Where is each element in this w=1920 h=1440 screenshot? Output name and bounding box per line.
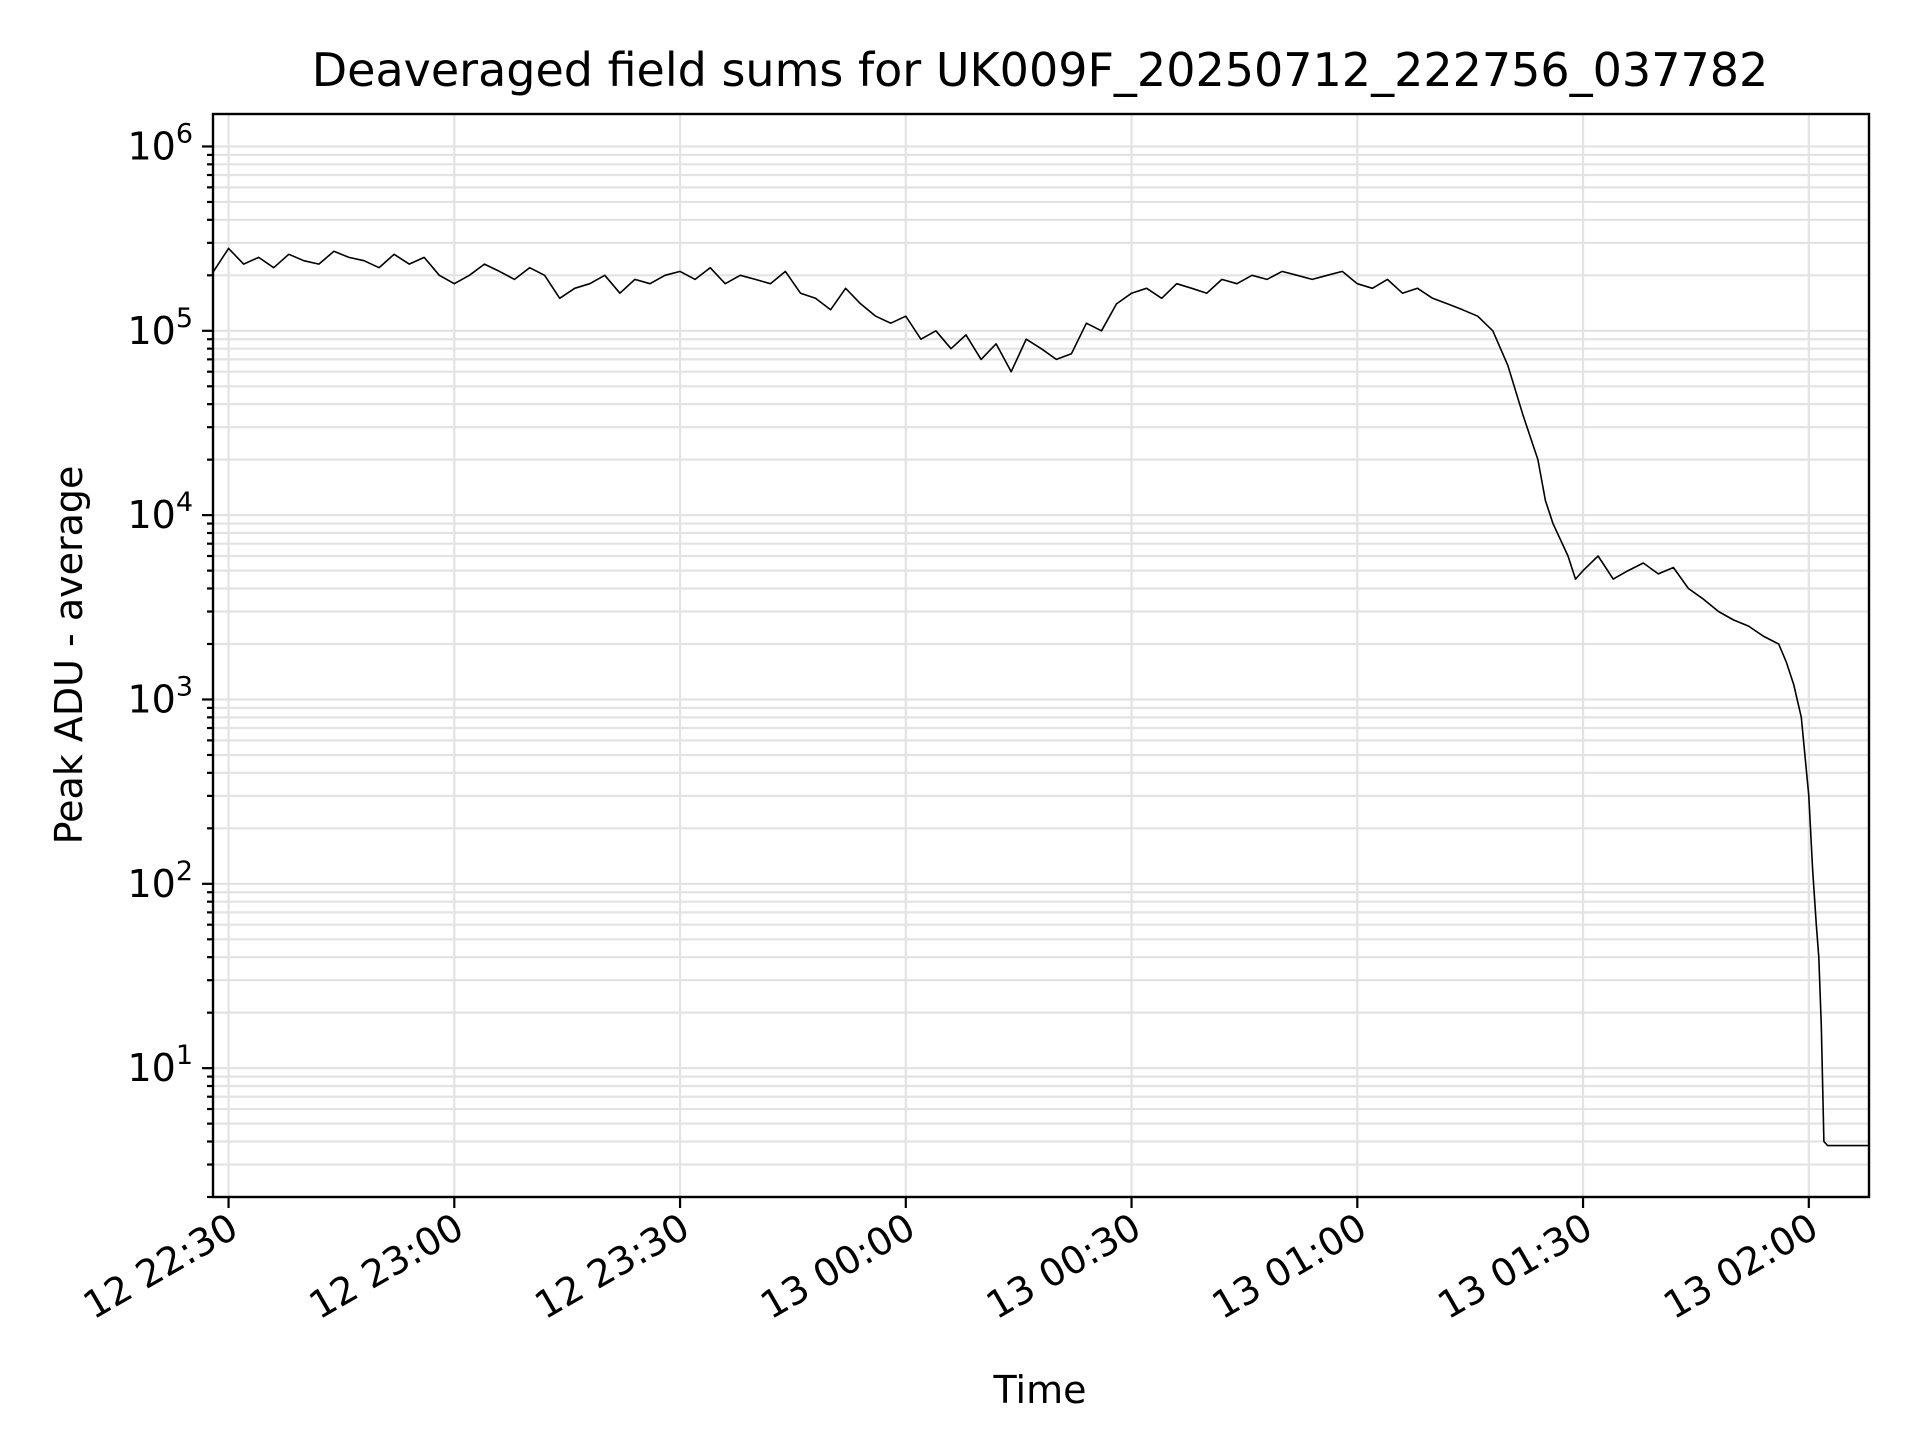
y-tick-label: 104 [127, 487, 193, 537]
y-tick-label: 101 [127, 1040, 193, 1090]
y-axis: 101 102 103 104 105 106 [127, 118, 213, 1199]
series-layer [212, 247, 1869, 1147]
y-axis-label: Peak ADU - average [47, 466, 91, 845]
y-tick-label: 103 [127, 671, 193, 721]
plot-frame [211, 112, 1871, 1199]
chart-title: Deaveraged field sums for UK009F_2025071… [312, 43, 1769, 97]
series-line [212, 247, 1869, 1147]
y-tick-label: 102 [127, 856, 193, 906]
y-tick-label: 106 [127, 118, 193, 168]
y-tick-label: 105 [127, 303, 193, 353]
grid-lines [213, 114, 1869, 1199]
x-axis-label: Time [993, 1368, 1087, 1412]
